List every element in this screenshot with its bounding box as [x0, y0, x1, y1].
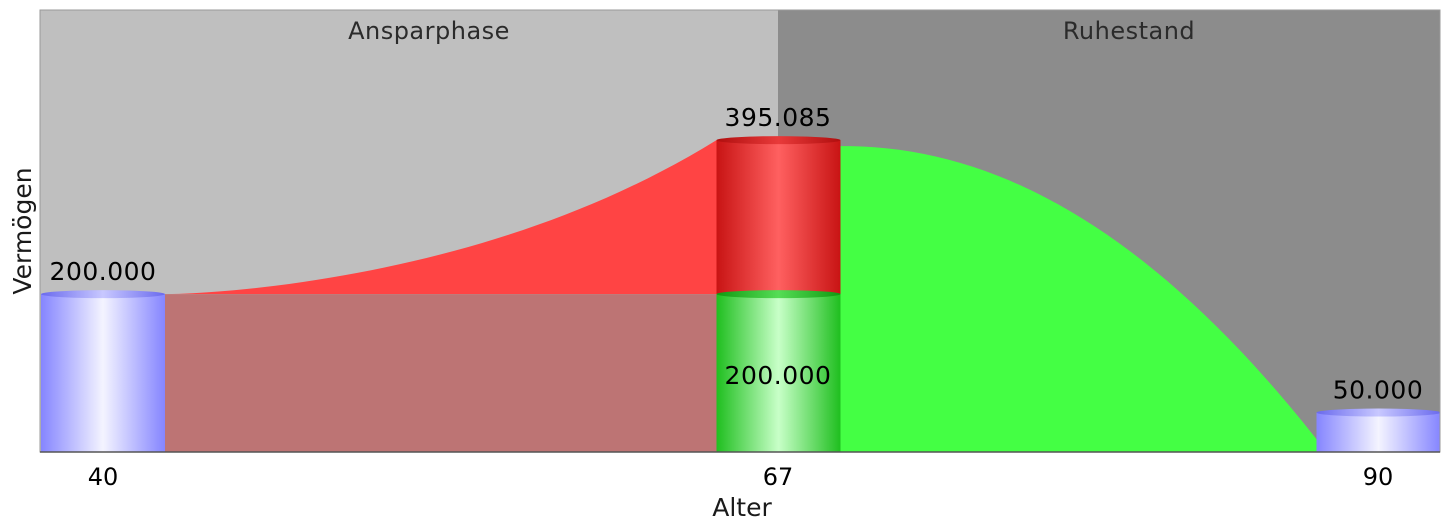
x-tick-label: 67: [763, 463, 794, 491]
cylinder-body: [716, 294, 841, 452]
cylinder-body: [1316, 412, 1441, 452]
start-capital-cylinder: [41, 290, 165, 452]
retirement-area: [838, 146, 1327, 453]
cylinder-top: [716, 290, 841, 299]
peak-capital-cylinder: [716, 136, 841, 295]
cylinder-top: [716, 136, 841, 145]
value-label-start: 200.000: [50, 257, 157, 286]
value-label-principal: 200.000: [725, 361, 832, 390]
x-axis-label: Alter: [712, 493, 772, 521]
value-label-peak: 395.085: [725, 103, 832, 132]
y-axis-label: Vermögen: [8, 167, 37, 294]
phase-label-retirement: Ruhestand: [1063, 17, 1195, 45]
cylinder-body: [716, 140, 841, 295]
end-capital-cylinder: [1316, 408, 1441, 452]
value-label-end: 50.000: [1333, 376, 1423, 405]
x-tick-label: 90: [1363, 463, 1394, 491]
principal-capital-cylinder: [716, 290, 841, 452]
phase-label-savings: Ansparphase: [348, 17, 510, 45]
cylinder-top: [41, 290, 165, 299]
x-tick-label: 40: [88, 463, 119, 491]
cylinder-body: [41, 294, 165, 452]
growth-area: [165, 140, 717, 295]
principal-area: [165, 294, 717, 452]
cylinder-top: [1316, 408, 1441, 417]
